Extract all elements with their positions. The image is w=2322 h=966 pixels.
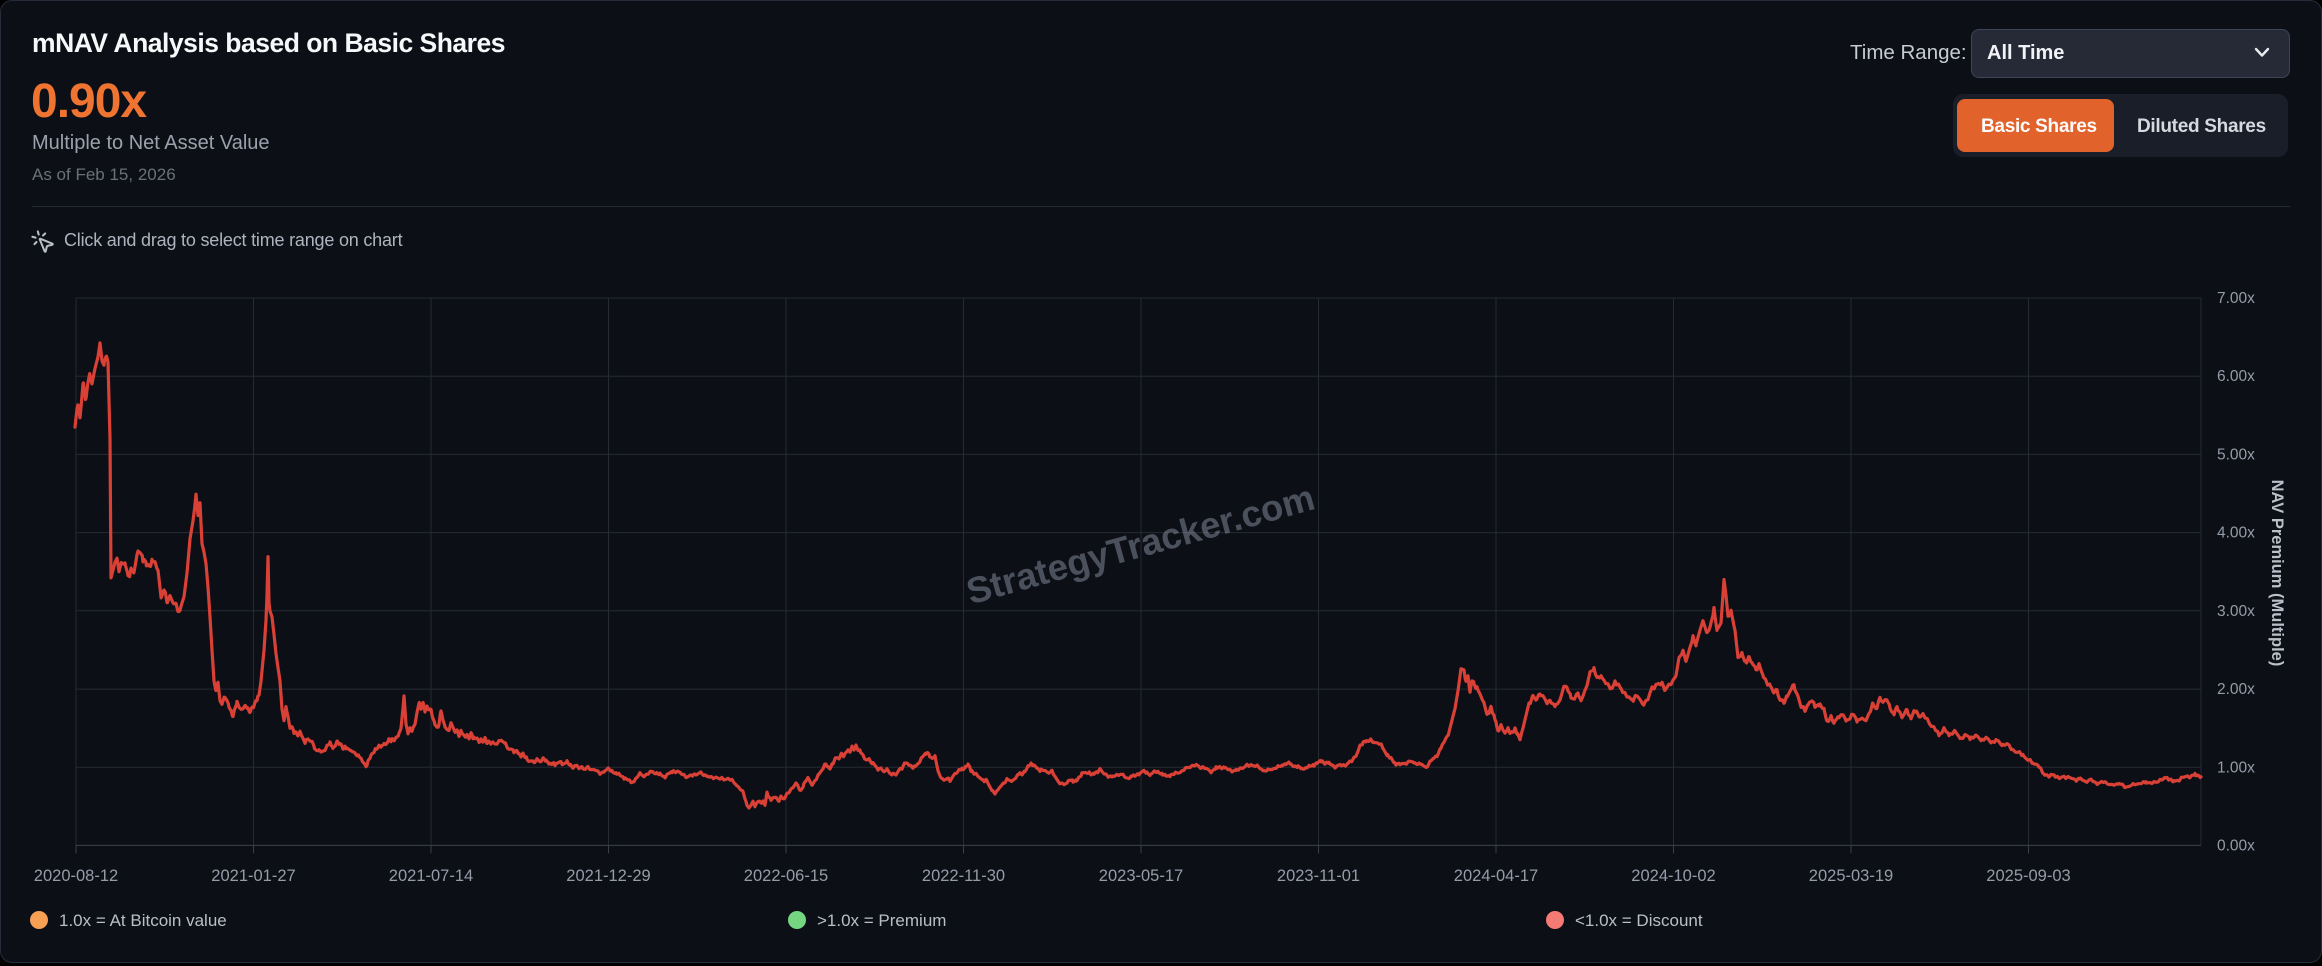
- svg-text:2023-11-01: 2023-11-01: [1277, 867, 1360, 885]
- svg-text:StrategyTracker.com: StrategyTracker.com: [962, 477, 1319, 612]
- svg-text:2021-01-27: 2021-01-27: [211, 867, 295, 885]
- svg-text:2.00x: 2.00x: [2217, 681, 2255, 698]
- svg-text:2023-05-17: 2023-05-17: [1099, 867, 1183, 885]
- svg-text:2025-03-19: 2025-03-19: [1809, 867, 1893, 885]
- svg-text:3.00x: 3.00x: [2217, 603, 2255, 620]
- svg-text:2022-11-30: 2022-11-30: [922, 867, 1005, 885]
- svg-text:4.00x: 4.00x: [2217, 525, 2255, 542]
- svg-text:6.00x: 6.00x: [2217, 368, 2255, 385]
- svg-text:2021-07-14: 2021-07-14: [389, 867, 473, 885]
- svg-text:2024-04-17: 2024-04-17: [1454, 867, 1538, 885]
- svg-text:2024-10-02: 2024-10-02: [1631, 867, 1715, 885]
- svg-text:NAV Premium (Multiple): NAV Premium (Multiple): [2268, 480, 2286, 667]
- svg-text:7.00x: 7.00x: [2217, 290, 2255, 307]
- svg-text:1.00x: 1.00x: [2217, 759, 2255, 776]
- svg-text:2022-06-15: 2022-06-15: [744, 867, 828, 885]
- svg-text:2025-09-03: 2025-09-03: [1986, 867, 2070, 885]
- svg-text:5.00x: 5.00x: [2217, 446, 2255, 463]
- svg-text:0.00x: 0.00x: [2217, 837, 2255, 854]
- svg-text:2021-12-29: 2021-12-29: [566, 867, 650, 885]
- svg-text:2020-08-12: 2020-08-12: [34, 867, 118, 885]
